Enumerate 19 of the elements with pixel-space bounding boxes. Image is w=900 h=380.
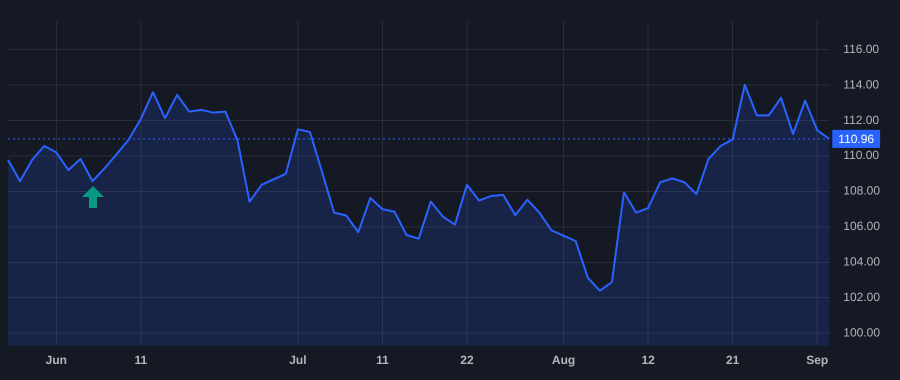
x-tick-label: 11 xyxy=(376,353,390,368)
y-tick-label: 116.00 xyxy=(843,42,880,56)
x-tick-label: 11 xyxy=(134,353,148,368)
x-tick-label: Sep xyxy=(806,353,828,368)
y-tick-label: 104.00 xyxy=(843,254,880,269)
x-tick-label: Jun xyxy=(46,353,67,368)
x-tick-label: 22 xyxy=(460,353,474,368)
x-tick-label: 12 xyxy=(641,353,656,368)
x-tick-label: 21 xyxy=(726,353,740,368)
ref-line-label: 110.96 xyxy=(838,132,874,146)
y-tick-label: 106.00 xyxy=(843,219,880,234)
y-tick-label: 108.00 xyxy=(843,184,880,198)
y-tick-label: 110.00 xyxy=(843,148,880,162)
x-tick-label: Jul xyxy=(289,353,307,368)
x-tick-label: Aug xyxy=(552,353,576,368)
y-tick-label: 100.00 xyxy=(843,326,880,340)
y-tick-label: 102.00 xyxy=(843,290,880,304)
y-tick-label: 112.00 xyxy=(843,112,880,127)
y-tick-label: 114.00 xyxy=(843,77,880,92)
